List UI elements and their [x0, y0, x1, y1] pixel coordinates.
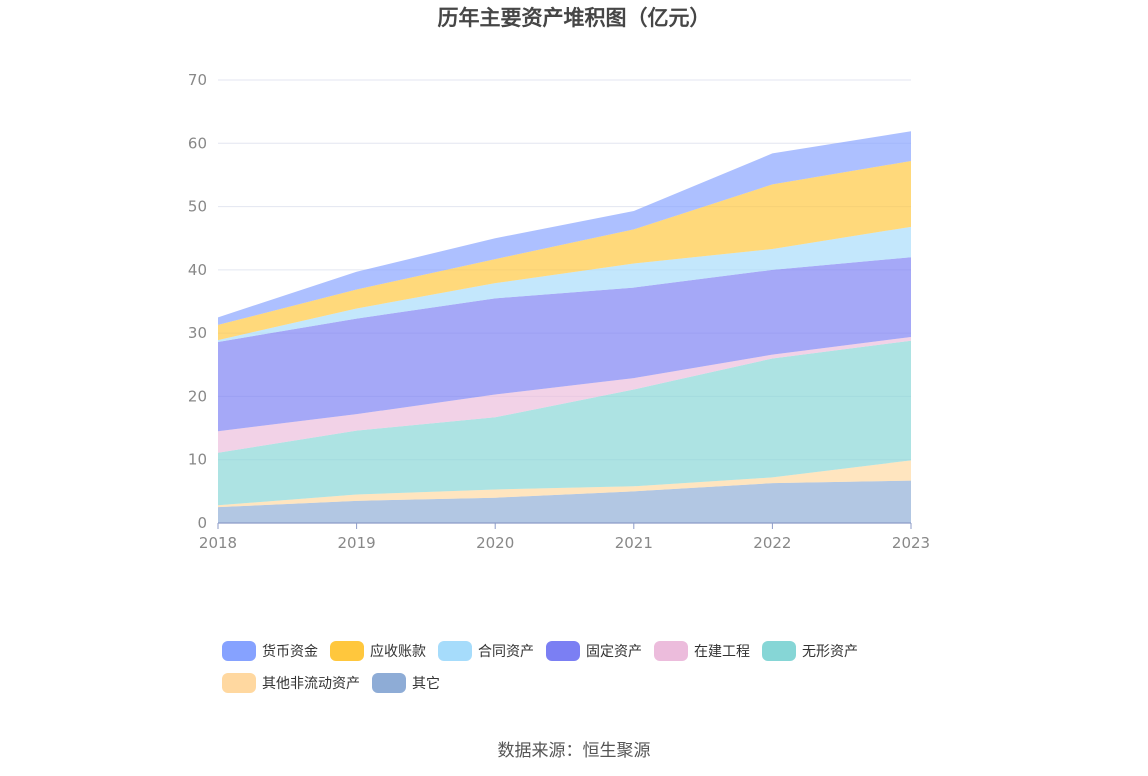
legend-label: 其它: [412, 676, 440, 692]
legend-label: 无形资产: [802, 644, 858, 660]
area-货币资金: [218, 131, 911, 325]
chart-title: 历年主要资产堆积图（亿元）: [437, 6, 711, 30]
legend-swatch: [222, 641, 256, 661]
x-tick-label: 2021: [615, 534, 653, 552]
y-tick-label: 40: [188, 261, 207, 279]
y-tick-label: 60: [188, 134, 207, 152]
area-其他非流动资产: [218, 460, 911, 508]
legend-item[interactable]: 货币资金: [222, 640, 318, 662]
x-tick-label: 2023: [892, 534, 930, 552]
y-tick-label: 10: [188, 451, 207, 469]
legend-swatch: [372, 673, 406, 693]
legend-label: 应收账款: [370, 644, 426, 660]
legend-label: 货币资金: [262, 644, 318, 660]
area-应收账款: [218, 161, 911, 341]
data-source: 数据来源：恒生聚源: [497, 741, 651, 761]
x-tick-label: 2020: [476, 534, 514, 552]
y-tick-label: 30: [188, 324, 207, 342]
area-series: [218, 131, 911, 523]
legend-item[interactable]: 合同资产: [438, 640, 534, 662]
area-其它: [218, 480, 911, 523]
legend-swatch: [330, 641, 364, 661]
legend-label: 在建工程: [694, 644, 750, 660]
y-tick-label: 0: [197, 514, 207, 532]
legend-swatch: [546, 641, 580, 661]
legend-swatch: [762, 641, 796, 661]
axes: 0 10 20 30 40 50 60 70 2018 2019 2020 2021 2022 2023: [188, 71, 930, 552]
area-无形资产: [218, 340, 911, 506]
legend-label: 固定资产: [586, 644, 642, 660]
legend-swatch: [222, 673, 256, 693]
y-tick-label: 20: [188, 387, 207, 405]
legend-item[interactable]: 无形资产: [762, 640, 858, 662]
legend-label: 其他非流动资产: [262, 676, 360, 692]
x-tick-label: 2019: [338, 534, 376, 552]
legend: 货币资金 应收账款 合同资产 固定资产 在建工程 无形资产其他非流动资产 其它: [222, 640, 942, 704]
x-tick-label: 2022: [753, 534, 791, 552]
legend-swatch: [654, 641, 688, 661]
legend-item[interactable]: 其他非流动资产: [222, 672, 360, 694]
legend-swatch: [438, 641, 472, 661]
legend-item[interactable]: 应收账款: [330, 640, 426, 662]
area-固定资产: [218, 257, 911, 432]
x-tick-label: 2018: [199, 534, 237, 552]
legend-label: 合同资产: [478, 644, 534, 660]
area-在建工程: [218, 336, 911, 453]
legend-item[interactable]: 固定资产: [546, 640, 642, 662]
y-tick-label: 50: [188, 198, 207, 216]
y-tick-label: 70: [188, 71, 207, 89]
legend-item[interactable]: 在建工程: [654, 640, 750, 662]
area-合同资产: [218, 226, 911, 342]
stacked-area-chart: 0 10 20 30 40 50 60 70 2018 2019 2020 2021 2022 2023: [188, 71, 930, 552]
legend-item[interactable]: 其它: [372, 672, 440, 694]
